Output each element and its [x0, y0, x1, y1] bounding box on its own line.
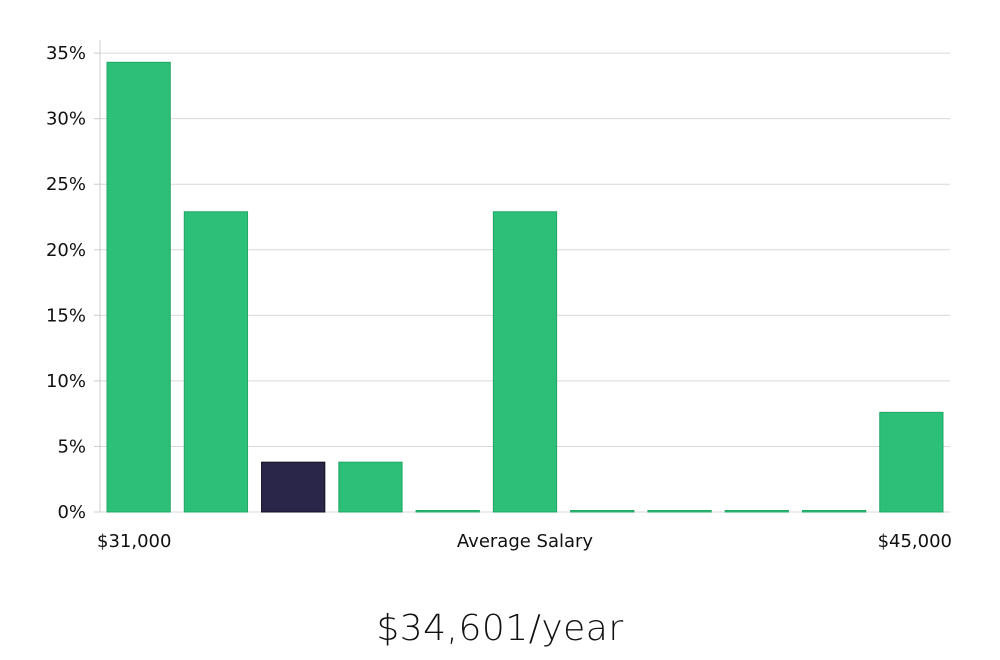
y-axis-tick-labels: 0% 5% 10% 15% 20% 25% 30% 35% — [46, 43, 86, 523]
y-tick-label: 0% — [57, 502, 86, 523]
x-axis-start-label: $31,000 — [97, 531, 171, 552]
x-axis-title: Average Salary — [457, 531, 594, 552]
bar — [570, 510, 635, 513]
bar — [338, 461, 403, 513]
average-salary-value: $34,601/year — [376, 608, 624, 649]
y-tick-label: 15% — [46, 305, 86, 326]
bar — [492, 211, 558, 513]
bar-highlighted — [261, 461, 326, 513]
bar — [415, 510, 480, 513]
bar — [801, 510, 867, 513]
y-tick-label: 5% — [57, 436, 86, 457]
bar — [106, 61, 171, 513]
bar — [183, 211, 249, 513]
y-tick-label: 20% — [46, 240, 86, 261]
y-tick-label: 25% — [46, 174, 86, 195]
y-tick-label: 35% — [46, 43, 86, 64]
bar — [879, 411, 944, 513]
x-axis-end-label: $45,000 — [878, 531, 952, 552]
bars — [106, 61, 944, 513]
bar — [724, 510, 789, 513]
y-tick-label: 30% — [46, 109, 86, 130]
salary-histogram: 0% 5% 10% 15% 20% 25% 30% 35% $31,000 Average S… — [46, 40, 952, 552]
bar — [647, 510, 712, 513]
y-tick-label: 10% — [46, 371, 86, 392]
